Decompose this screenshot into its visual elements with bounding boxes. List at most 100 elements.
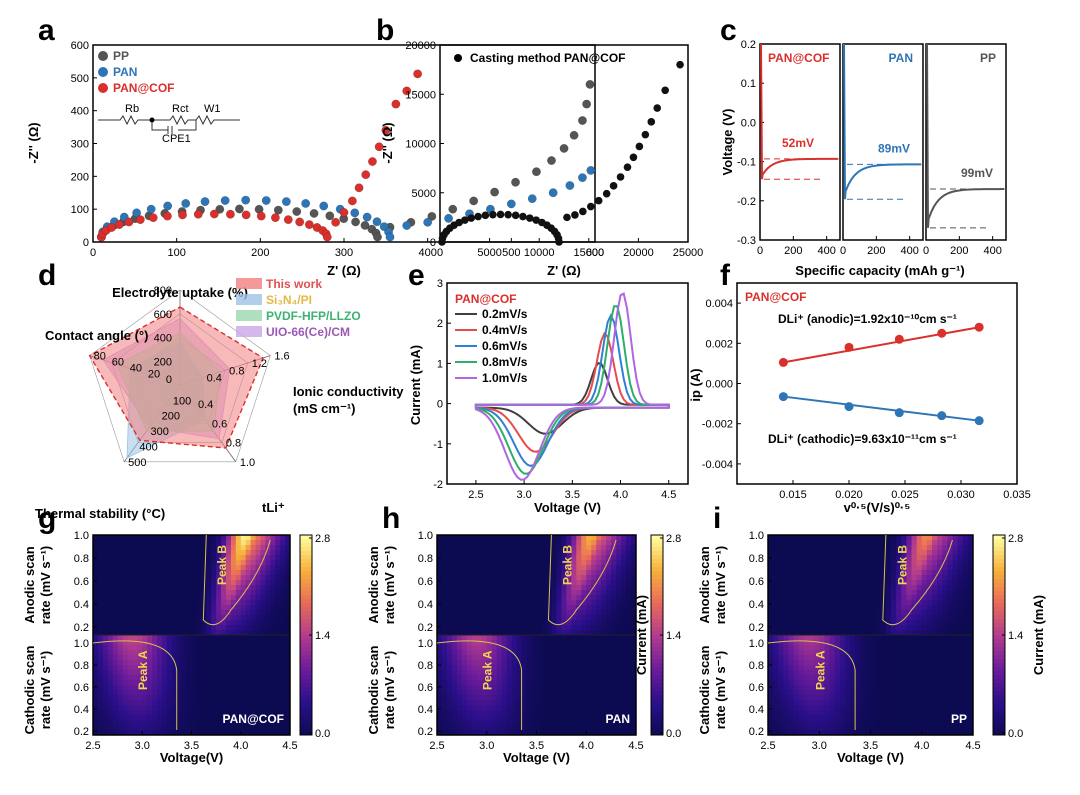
- heatmap-cell: [466, 615, 473, 621]
- heatmap-cell: [93, 550, 99, 556]
- radar-axis-tick: 300: [150, 426, 168, 438]
- heatmap-cell: [773, 715, 779, 721]
- heatmap-cell: [526, 710, 533, 716]
- heatmap-cell: [788, 655, 795, 661]
- heatmap-cell: [186, 600, 192, 606]
- radar-axis-conductivity: Ionic conductivity: [293, 384, 404, 399]
- heatmap-cell: [521, 670, 528, 676]
- heatmap-cell: [834, 550, 841, 556]
- heatmap-cell: [901, 665, 907, 671]
- heatmap-cell: [461, 625, 468, 631]
- heatmap-cell: [501, 590, 508, 596]
- colorbar-segment: [300, 639, 312, 644]
- heatmap-cell: [556, 600, 562, 606]
- heatmap-cell: [142, 635, 148, 641]
- heatmap-cell: [496, 675, 503, 681]
- heatmap-cell: [240, 720, 247, 726]
- heatmap-cell: [270, 670, 276, 676]
- heatmap-cell: [132, 625, 138, 631]
- heatmap-cell: [571, 725, 577, 731]
- heatmap-cell: [456, 605, 463, 611]
- heatmap-cell: [850, 590, 856, 596]
- heatmap-cell: [875, 665, 882, 671]
- heatmap-cell: [875, 620, 882, 626]
- heatmap-cell: [157, 540, 163, 546]
- heatmap-cell: [511, 670, 518, 676]
- heatmap-cell: [581, 645, 587, 651]
- heatmap-cell: [441, 610, 448, 616]
- heatmap-cell: [122, 585, 128, 591]
- heatmap-cell: [280, 605, 286, 611]
- heatmap-cell: [824, 660, 830, 666]
- heatmap-cell: [93, 685, 99, 691]
- heatmap-cell: [631, 590, 637, 596]
- heatmap-cell: [112, 635, 119, 641]
- panel-b-y-tick: 10000: [405, 139, 436, 151]
- heatmap-cell: [157, 600, 163, 606]
- heatmap-cell: [566, 635, 572, 641]
- heatmap-cell: [112, 600, 119, 606]
- heatmap-cell: [466, 710, 473, 716]
- heatmap-cell: [255, 670, 261, 676]
- heatmap-cell: [601, 625, 607, 631]
- heatmap-cell: [891, 620, 897, 626]
- heatmap-cell: [265, 585, 271, 591]
- heatmap-cell: [132, 575, 138, 581]
- heatmap-cell: [844, 710, 851, 716]
- heatmap-cell: [626, 580, 632, 586]
- panel-label-f: f: [720, 259, 731, 292]
- heatmap-cell: [211, 630, 217, 636]
- heatmap-cell: [566, 560, 572, 566]
- heatmap-cell: [166, 540, 173, 546]
- heatmap-cell: [280, 695, 286, 701]
- data-point: [937, 328, 947, 338]
- heatmap-cell: [142, 720, 148, 726]
- heatmap-cell: [161, 715, 168, 721]
- heatmap-cell: [531, 665, 537, 671]
- heatmap-cell: [561, 540, 567, 546]
- heatmap-cell: [541, 650, 547, 656]
- heatmap-cell: [255, 585, 261, 591]
- heatmap-cell: [576, 705, 582, 711]
- heatmap-cell: [496, 590, 503, 596]
- heatmap-cell: [265, 655, 271, 661]
- heatmap-cell: [112, 605, 119, 611]
- heatmap-cell: [870, 640, 877, 646]
- heatmap-cell: [171, 685, 178, 691]
- heatmap-cell: [102, 685, 109, 691]
- heatmap-cell: [496, 710, 503, 716]
- heatmap-cell: [496, 535, 503, 541]
- heatmap-cell: [855, 560, 861, 566]
- heatmap-cell: [245, 580, 252, 586]
- heatmap-cell: [491, 650, 498, 656]
- legend-marker: [454, 54, 462, 62]
- heatmap-cell: [809, 700, 815, 706]
- heatmap-cell: [581, 610, 587, 616]
- heatmap-cell: [206, 700, 212, 706]
- heatmap-cell: [245, 705, 252, 711]
- heatmap-cell: [142, 610, 148, 616]
- heatmap-cell: [773, 705, 779, 711]
- heatmap-cell: [855, 675, 861, 681]
- heatmap-cell: [270, 655, 276, 661]
- heatmap-cell: [122, 550, 128, 556]
- heatmap-cell: [839, 605, 846, 611]
- heatmap-cell: [536, 545, 542, 551]
- heatmap-cell: [196, 685, 202, 691]
- heatmap-cell: [181, 570, 188, 576]
- heatmap-cell: [102, 665, 109, 671]
- heatmap-cell: [441, 660, 448, 666]
- heatmap-cell: [191, 600, 197, 606]
- heatmap-cell: [285, 595, 291, 601]
- heatmap-cell: [891, 705, 897, 711]
- heatmap-cell: [245, 670, 252, 676]
- heatmap-cell: [819, 580, 825, 586]
- heatmap-cell: [275, 535, 281, 541]
- heatmap-cell: [102, 620, 109, 626]
- heatmap-y-tick-bottom: 0.2: [74, 726, 89, 738]
- colorbar-segment: [300, 547, 312, 552]
- heatmap-cell: [916, 600, 923, 606]
- heatmap-cell: [536, 610, 542, 616]
- heatmap-cell: [906, 625, 912, 631]
- heatmap-cell: [870, 585, 877, 591]
